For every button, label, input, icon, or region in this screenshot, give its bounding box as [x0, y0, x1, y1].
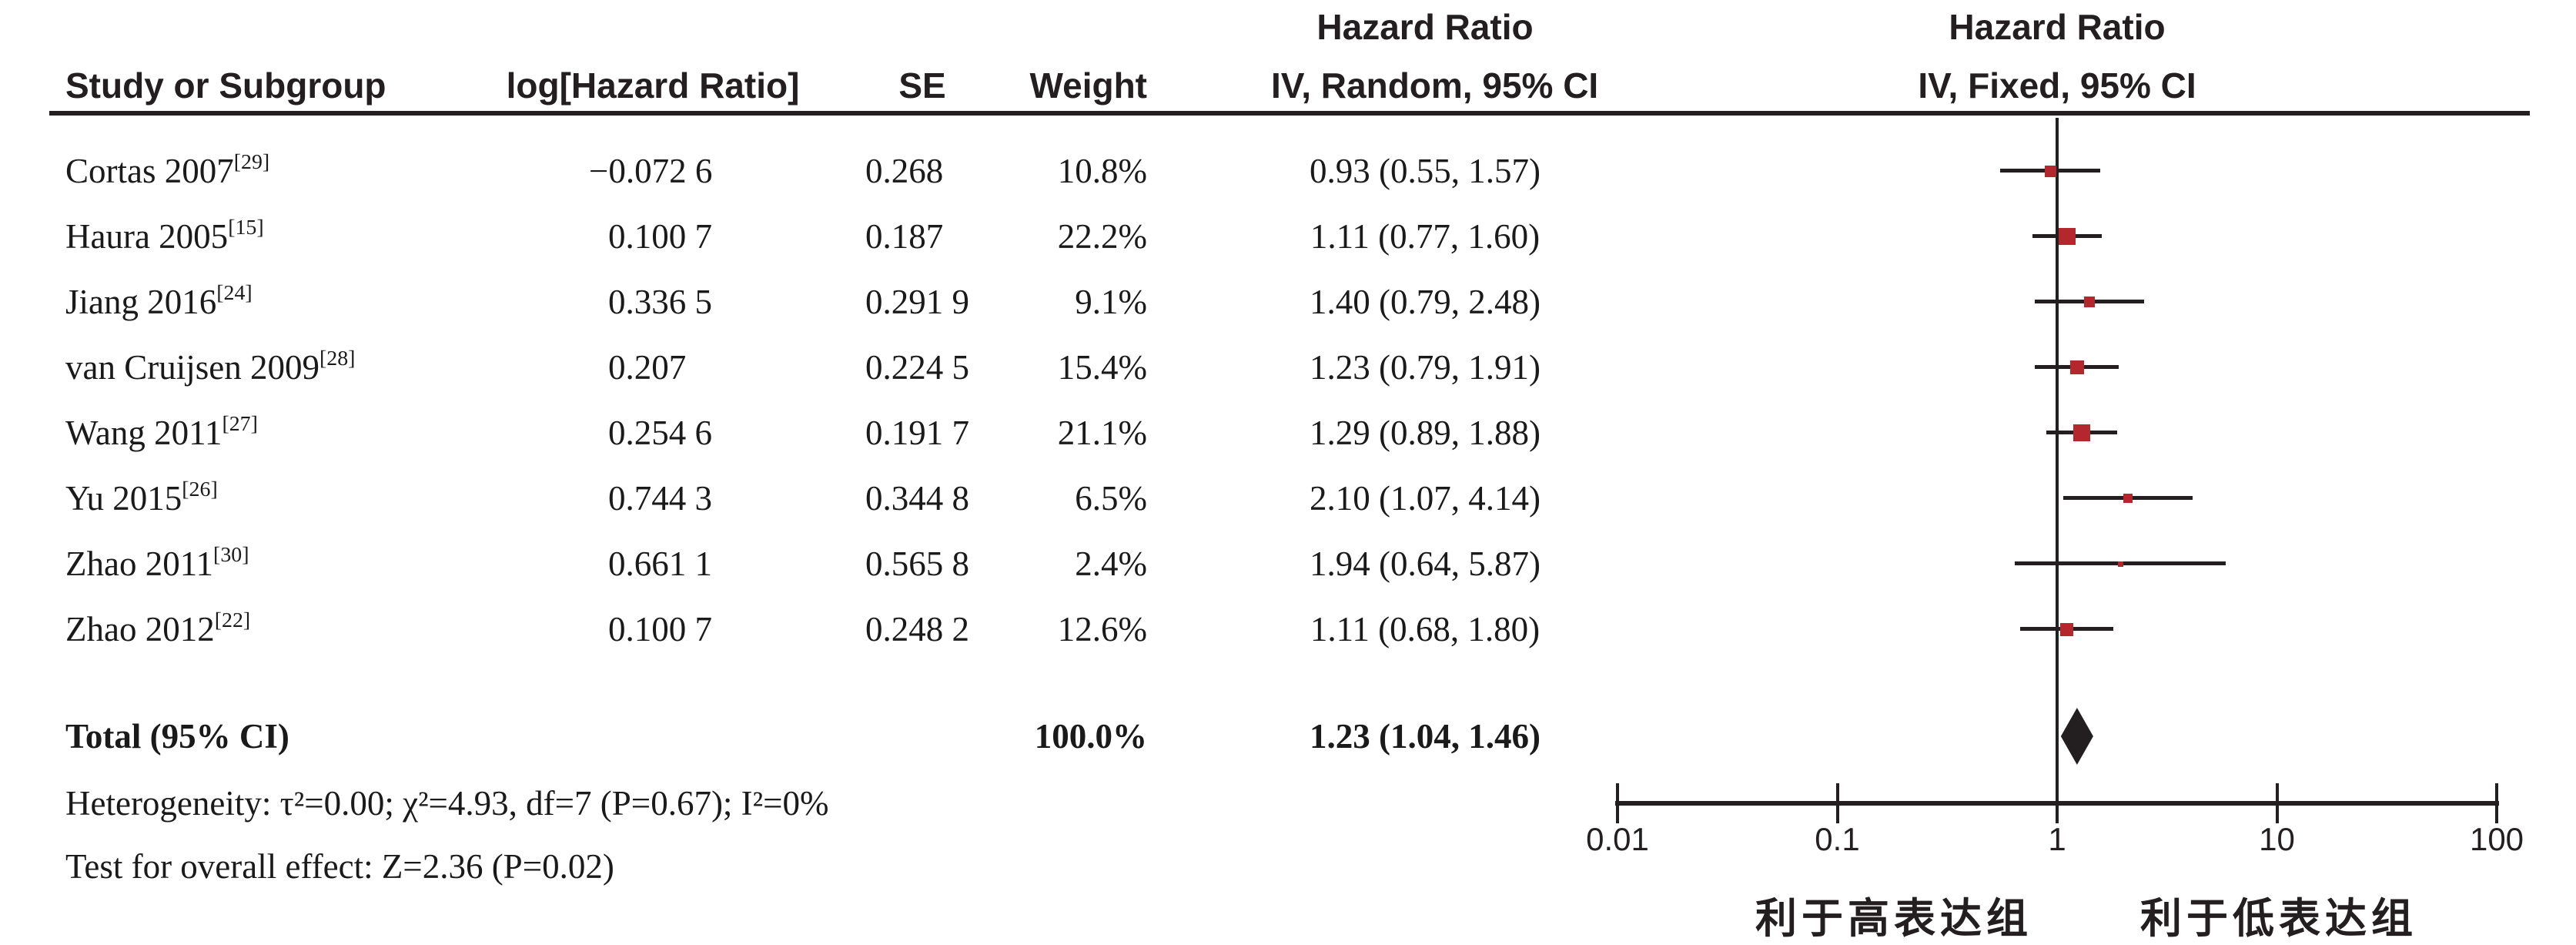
study-row-log-hr: 0.100 7: [608, 217, 712, 256]
effect-square: [2044, 165, 2056, 177]
study-row-name: Zhao 2012[22]: [65, 608, 251, 648]
effect-square: [2069, 360, 2084, 374]
study-row-log-hr: 0.254 6: [608, 414, 712, 452]
overall-effect-text: Test for overall effect: Z=2.36 (P=0.02): [65, 847, 614, 886]
col-header-weight: Weight: [1029, 65, 1147, 106]
x-axis-tick-label: 0.1: [1815, 821, 1860, 857]
study-row-name: Haura 2005[15]: [65, 216, 264, 256]
study-row-ref: [22]: [214, 608, 251, 632]
study-row-se: 0.291 9: [865, 283, 969, 321]
study-row-hr-ci: 1.40 (0.79, 2.48): [1310, 283, 1541, 321]
reference-line: [2056, 118, 2059, 823]
study-row-log-hr: 0.661 1: [608, 545, 712, 583]
x-axis-tick-label: 10: [2259, 821, 2295, 857]
study-row-weight: 9.1%: [1075, 283, 1147, 321]
study-row-se: 0.344 8: [865, 479, 969, 518]
col-header-hazard-ratio-left-line1: Hazard Ratio: [1316, 7, 1534, 47]
x-axis-tick: [2495, 783, 2498, 823]
study-row-weight: 2.4%: [1075, 545, 1147, 583]
pooled-diamond: [2060, 708, 2093, 765]
study-row-weight: 22.2%: [1057, 217, 1147, 256]
study-row-log-hr: 0.207: [608, 348, 687, 387]
total-row-weight: 100.0%: [1034, 717, 1147, 756]
axis-label-favors-low-expression: 利于低表达组: [2140, 896, 2417, 942]
x-axis-tick-label: 100: [2469, 821, 2524, 857]
effect-square: [2073, 424, 2090, 441]
axis-label-favors-high-expression: 利于高表达组: [1755, 896, 2032, 942]
x-axis-tick: [1616, 783, 1619, 823]
study-row-name: van Cruijsen 2009[28]: [65, 347, 356, 387]
study-row-name: Jiang 2016[24]: [65, 281, 253, 321]
effect-square: [2060, 622, 2074, 636]
study-row-name: Zhao 2011[30]: [65, 543, 249, 583]
x-axis-tick: [2056, 783, 2059, 823]
effect-square: [2123, 494, 2133, 503]
col-header-iv-fixed-ci: IV, Fixed, 95% CI: [1918, 65, 2196, 106]
x-axis-tick-label: 1: [2048, 821, 2066, 857]
study-row-weight: 12.6%: [1057, 610, 1147, 648]
effect-square: [2058, 228, 2076, 245]
header-rule: [49, 111, 2530, 116]
study-row-ref: [30]: [213, 543, 249, 567]
study-row-hr-ci: 1.23 (0.79, 1.91): [1310, 348, 1541, 387]
study-row-log-hr: 0.100 7: [608, 610, 712, 648]
study-row-hr-ci: 0.93 (0.55, 1.57): [1310, 152, 1541, 190]
study-row-log-hr: 0.744 3: [608, 479, 712, 518]
study-row-name: Cortas 2007[29]: [65, 150, 270, 190]
study-row-log-hr: 0.336 5: [608, 283, 712, 321]
study-row-hr-ci: 1.94 (0.64, 5.87): [1310, 545, 1541, 583]
col-header-hazard-ratio-right-line1: Hazard Ratio: [1949, 7, 2166, 47]
study-row-weight: 15.4%: [1057, 348, 1147, 387]
study-row-weight: 6.5%: [1075, 479, 1147, 518]
x-axis-tick: [1835, 783, 1839, 823]
x-axis-tick: [2275, 783, 2279, 823]
study-row-ref: [27]: [222, 412, 258, 436]
study-row-ref: [24]: [216, 281, 253, 305]
study-row-se: 0.565 8: [865, 545, 969, 583]
study-row-name: Yu 2015[26]: [65, 478, 218, 518]
study-row-ref: [15]: [228, 216, 264, 240]
study-row-name: Wang 2011[27]: [65, 412, 258, 452]
study-row-hr-ci: 1.11 (0.68, 1.80): [1310, 610, 1541, 648]
study-row-se: 0.191 7: [865, 414, 969, 452]
study-row-se: 0.268: [865, 152, 944, 190]
study-row-se: 0.248 2: [865, 610, 969, 648]
study-row-hr-ci: 2.10 (1.07, 4.14): [1310, 479, 1541, 518]
study-row-hr-ci: 1.29 (0.89, 1.88): [1310, 414, 1541, 452]
total-row-label: Total (95% CI): [65, 717, 289, 756]
study-row-ref: [26]: [182, 478, 218, 501]
heterogeneity-text: Heterogeneity: τ²=0.00; χ²=4.93, df=7 (P…: [65, 784, 829, 823]
col-header-iv-random-ci: IV, Random, 95% CI: [1271, 65, 1599, 106]
study-row-se: 0.187: [865, 217, 944, 256]
study-row-ref: [28]: [319, 347, 356, 370]
study-row-log-hr: −0.072 6: [589, 152, 713, 190]
effect-square: [2083, 297, 2095, 307]
study-row-se: 0.224 5: [865, 348, 969, 387]
study-row-weight: 10.8%: [1057, 152, 1147, 190]
col-header-log-hr: log[Hazard Ratio]: [506, 65, 800, 106]
col-header-se: SE: [898, 65, 946, 106]
x-axis-tick-label: 0.01: [1586, 821, 1649, 857]
study-row-ref: [29]: [233, 150, 270, 174]
col-header-study: Study or Subgroup: [65, 65, 386, 106]
study-row-hr-ci: 1.11 (0.77, 1.60): [1310, 217, 1541, 256]
total-row-hr-ci: 1.23 (1.04, 1.46): [1310, 717, 1541, 756]
effect-square: [2117, 561, 2123, 567]
study-row-weight: 21.1%: [1057, 414, 1147, 452]
